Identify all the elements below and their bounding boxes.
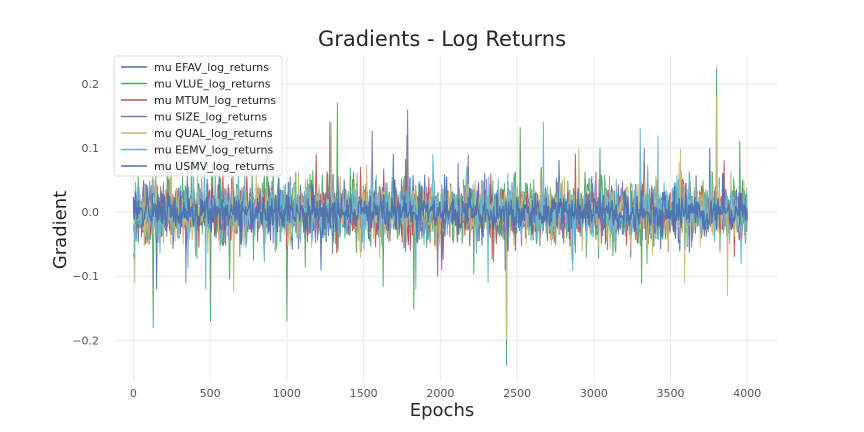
y-tick-label: 0.2 bbox=[82, 78, 100, 91]
x-tick-label: 0 bbox=[130, 387, 137, 400]
x-tick-label: 2000 bbox=[426, 387, 454, 400]
legend-entry: mu EEMV_log_returns bbox=[154, 144, 274, 157]
tick-labels: 0 500 1000 1500 2000 2500 3000 3500 4000 −0.2 −0.1… bbox=[72, 78, 761, 400]
series-line-7 bbox=[132, 172, 748, 252]
y-tick-label: 0.1 bbox=[82, 142, 100, 155]
legend-entry: mu SIZE_log_returns bbox=[154, 111, 267, 124]
y-tick-label: −0.2 bbox=[72, 334, 99, 347]
series-lines bbox=[132, 67, 748, 367]
legend-entry: mu QUAL_log_returns bbox=[154, 127, 273, 140]
x-tick-label: 3000 bbox=[580, 387, 608, 400]
y-tick-label: −0.1 bbox=[72, 270, 99, 283]
x-tick-label: 1500 bbox=[350, 387, 378, 400]
legend-entry: mu USMV_log_returns bbox=[154, 160, 275, 173]
legend-entry: mu MTUM_log_returns bbox=[154, 94, 276, 107]
chart-title: Gradients - Log Returns bbox=[318, 27, 566, 51]
x-tick-label: 500 bbox=[200, 387, 221, 400]
y-tick-label: 0.0 bbox=[82, 206, 100, 219]
x-axis-label: Epochs bbox=[410, 400, 475, 421]
legend-box bbox=[113, 55, 283, 177]
series-line-6 bbox=[132, 121, 748, 290]
legend-entry: mu VLUE_log_returns bbox=[154, 78, 271, 91]
x-tick-label: 2500 bbox=[503, 387, 531, 400]
legend-entry: mu EFAV_log_returns bbox=[154, 61, 269, 74]
y-axis-label: Gradient bbox=[50, 191, 71, 269]
x-tick-label: 4000 bbox=[733, 387, 761, 400]
x-tick-label: 1000 bbox=[273, 387, 301, 400]
x-tick-label: 3500 bbox=[657, 387, 685, 400]
